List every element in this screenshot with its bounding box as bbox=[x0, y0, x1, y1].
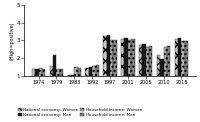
Bar bbox=[157, 55, 160, 93]
Bar bbox=[142, 44, 146, 93]
Bar bbox=[175, 39, 178, 93]
Bar bbox=[110, 40, 113, 93]
Bar bbox=[56, 69, 60, 93]
Bar bbox=[35, 69, 39, 93]
Bar bbox=[103, 36, 107, 93]
Bar bbox=[139, 45, 142, 93]
Bar bbox=[42, 69, 45, 93]
Bar bbox=[149, 46, 152, 93]
Bar bbox=[50, 66, 53, 93]
Bar bbox=[39, 68, 42, 93]
Legend: National economy: Women, National economy: Men, Household income: Women, Househo: National economy: Women, National econom… bbox=[17, 108, 142, 117]
Bar bbox=[128, 40, 131, 93]
Bar bbox=[131, 39, 135, 93]
Bar bbox=[160, 59, 164, 93]
Bar bbox=[107, 35, 110, 93]
Bar bbox=[178, 39, 181, 93]
Bar bbox=[74, 67, 78, 93]
Bar bbox=[113, 40, 117, 93]
Bar bbox=[167, 46, 170, 93]
Bar bbox=[92, 66, 96, 93]
Bar bbox=[146, 47, 149, 93]
Y-axis label: (High=positive): (High=positive) bbox=[9, 21, 14, 60]
Bar bbox=[185, 41, 188, 93]
Bar bbox=[124, 39, 128, 93]
Bar bbox=[121, 39, 124, 93]
Bar bbox=[181, 41, 185, 93]
Bar bbox=[89, 67, 92, 93]
Bar bbox=[68, 75, 71, 93]
Bar bbox=[96, 65, 99, 93]
Bar bbox=[78, 68, 81, 93]
Bar bbox=[164, 47, 167, 93]
Bar bbox=[60, 69, 63, 93]
Bar bbox=[53, 55, 56, 93]
Bar bbox=[85, 68, 89, 93]
Bar bbox=[32, 69, 35, 93]
Bar bbox=[71, 75, 74, 93]
